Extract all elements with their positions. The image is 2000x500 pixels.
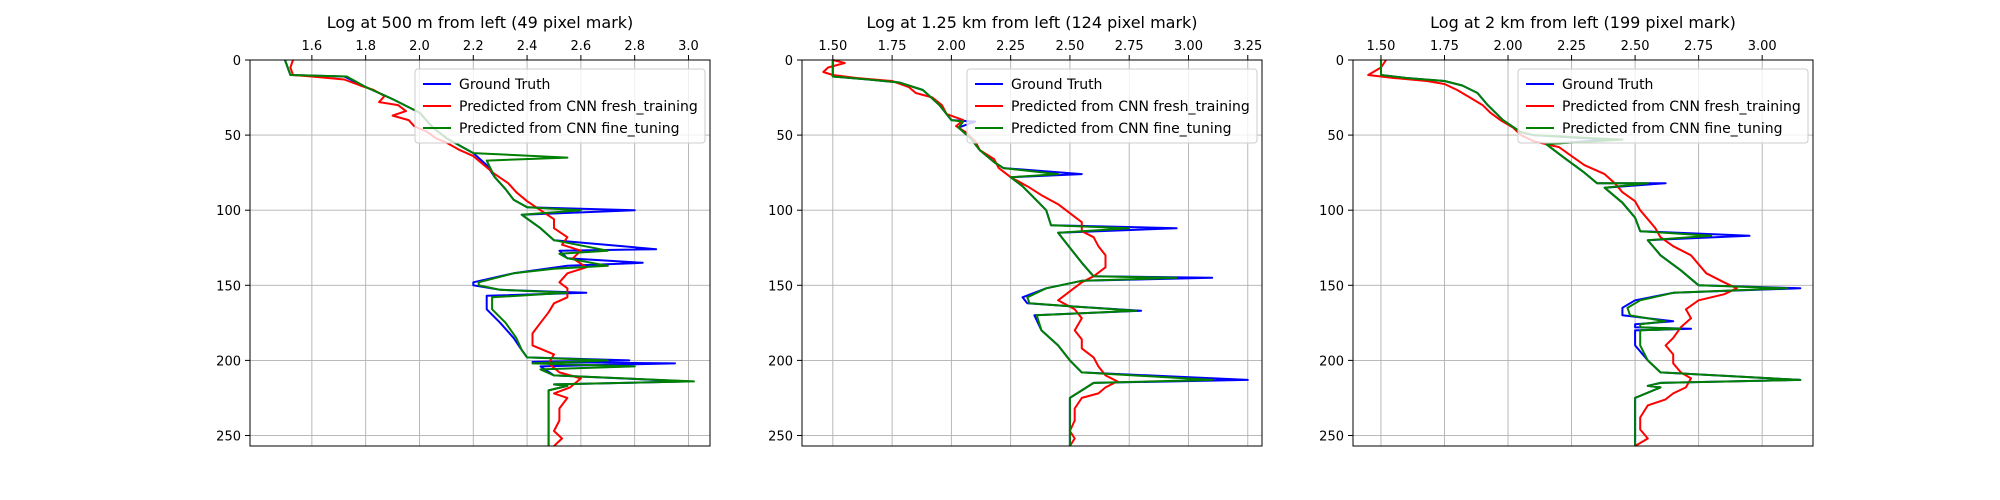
legend-entry: Predicted from CNN fresh_training <box>1011 99 1250 115</box>
y-tick-label: 250 <box>768 429 793 444</box>
series-line-2 <box>1367 59 1738 447</box>
y-tick-label: 100 <box>216 204 241 219</box>
legend-entry: Ground Truth <box>1562 77 1653 93</box>
x-tick-label: 2.2 <box>463 39 484 54</box>
series-line-3 <box>1380 60 1802 446</box>
x-tick-label: 3.0 <box>678 39 699 54</box>
y-tick-label: 100 <box>768 204 793 219</box>
legend-entry: Predicted from CNN fine_tuning <box>1562 121 1783 137</box>
chart-title: Log at 2 km from left (199 pixel mark) <box>1430 13 1736 32</box>
x-tick-label: 1.75 <box>1430 39 1459 54</box>
x-tick-label: 1.50 <box>818 39 847 54</box>
x-tick-label: 2.4 <box>517 39 538 54</box>
y-tick-label: 150 <box>768 279 793 294</box>
x-tick-label: 3.00 <box>1748 39 1777 54</box>
chart-title: Log at 1.25 km from left (124 pixel mark… <box>866 13 1197 32</box>
legend-entry: Ground Truth <box>1011 77 1102 93</box>
plot-frame <box>249 59 711 447</box>
chart-panel-2: 1.50 1.75 2.00 2.25 2.50 2.75 3.00 3.25 0 50 100 15… <box>768 13 1263 447</box>
y-tick-label: 200 <box>1319 354 1344 369</box>
legend-entry: Predicted from CNN fine_tuning <box>459 121 680 137</box>
x-tick-label: 1.75 <box>878 39 907 54</box>
y-tick-label: 250 <box>1319 429 1344 444</box>
x-tick-label: 1.50 <box>1366 39 1395 54</box>
y-tick-label: 100 <box>1319 204 1344 219</box>
plot-frame <box>801 59 1263 447</box>
legend: Ground Truth Predicted from CNN fresh_tra… <box>414 68 706 144</box>
legend: Ground Truth Predicted from CNN fresh_tra… <box>1517 68 1809 144</box>
y-tick-label: 150 <box>1319 279 1344 294</box>
legend: Ground Truth Predicted from CNN fresh_tra… <box>966 68 1258 144</box>
legend-box <box>414 68 706 144</box>
chart-panel-1: 1.6 1.8 2.0 2.2 2.4 2.6 2.8 3.0 0 50 100 150 200 250 L… <box>216 13 711 447</box>
plot-frame <box>1352 59 1814 447</box>
legend-entry: Predicted from CNN fresh_training <box>459 99 698 115</box>
x-tick-label: 2.00 <box>1494 39 1523 54</box>
x-tick-label: 1.6 <box>302 39 323 54</box>
y-tick-label: 250 <box>216 429 241 444</box>
x-tick-label: 2.6 <box>571 39 592 54</box>
y-tick-label: 0 <box>233 54 241 69</box>
x-tick-label: 2.50 <box>1621 39 1650 54</box>
x-tick-label: 2.75 <box>1684 39 1713 54</box>
y-tick-label: 150 <box>216 279 241 294</box>
chart-title: Log at 500 m from left (49 pixel mark) <box>327 13 634 32</box>
y-tick-label: 0 <box>785 54 793 69</box>
legend-box <box>1517 68 1809 144</box>
legend-entry: Predicted from CNN fine_tuning <box>1011 121 1232 137</box>
series-line-3 <box>831 60 1214 446</box>
legend-entry: Predicted from CNN fresh_training <box>1562 99 1801 115</box>
legend-box <box>966 68 1258 144</box>
x-tick-label: 2.00 <box>937 39 966 54</box>
y-tick-label: 200 <box>216 354 241 369</box>
x-tick-label: 2.0 <box>409 39 430 54</box>
x-tick-label: 2.75 <box>1115 39 1144 54</box>
x-tick-label: 1.8 <box>355 39 376 54</box>
y-tick-label: 0 <box>1336 54 1344 69</box>
series-line-2 <box>289 59 588 447</box>
x-tick-label: 2.25 <box>996 39 1025 54</box>
x-tick-label: 2.25 <box>1557 39 1586 54</box>
chart-panel-3: 1.50 1.75 2.00 2.25 2.50 2.75 3.00 0 50 100 150 200… <box>1319 13 1814 447</box>
x-tick-label: 3.00 <box>1174 39 1203 54</box>
x-tick-label: 3.25 <box>1233 39 1262 54</box>
legend-entry: Ground Truth <box>459 77 550 93</box>
y-tick-label: 50 <box>1327 129 1344 144</box>
x-tick-label: 2.8 <box>624 39 645 54</box>
x-tick-label: 2.50 <box>1055 39 1084 54</box>
y-tick-label: 200 <box>768 354 793 369</box>
y-tick-label: 50 <box>224 129 241 144</box>
y-tick-label: 50 <box>776 129 793 144</box>
